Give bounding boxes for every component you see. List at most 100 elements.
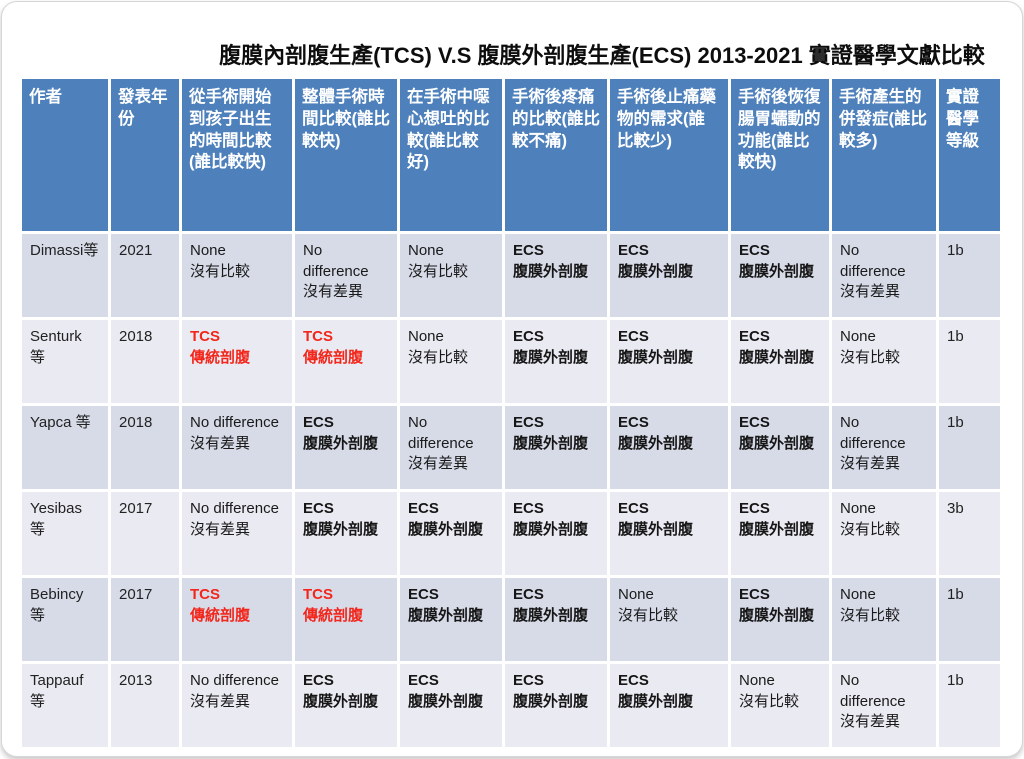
author-cell: Yesibas 等 [22,492,108,575]
result-zh: 腹膜外剖腹 [513,520,589,538]
result-cell: ECS 腹膜外剖腹 [400,664,502,747]
result-cell: ECS 腹膜外剖腹 [295,664,397,747]
result-cell: ECS 腹膜外剖腹 [610,320,728,403]
col-header-analgesic-need: 手術後止痛藥物的需求(誰比較少) [610,79,728,231]
result-zh: 沒有比較 [739,692,800,710]
result-zh: 腹膜外剖腹 [739,606,815,624]
result-cell: No difference 沒有差異 [400,406,502,489]
result-zh: 腹膜外剖腹 [408,606,484,624]
result-zh: 沒有差異 [840,713,901,731]
result-cell: None 沒有比較 [832,492,936,575]
year-cell: 2018 [111,406,179,489]
result-cell: ECS 腹膜外剖腹 [731,492,829,575]
evidence-grade-cell: 3b [939,492,1000,575]
result-cell: TCS 傳統剖腹 [295,578,397,661]
result-en: No difference [840,242,906,280]
result-cell: None 沒有比較 [832,578,936,661]
col-header-year: 發表年份 [111,79,179,231]
result-en: ECS [618,500,649,517]
author-cell: Tappauf 等 [22,664,108,747]
result-en: None [190,242,226,259]
evidence-grade-cell: 1b [939,664,1000,747]
result-en: ECS [513,500,544,517]
result-zh: 腹膜外剖腹 [618,262,694,280]
col-header-evidence-level: 實證醫學等級 [939,79,1000,231]
result-en: ECS [513,242,544,259]
result-en: ECS [513,328,544,345]
year-cell: 2013 [111,664,179,747]
result-cell: ECS 腹膜外剖腹 [505,664,607,747]
result-en: ECS [739,500,770,517]
result-en: No difference [303,242,369,280]
result-en: ECS [303,414,334,431]
result-cell: None 沒有比較 [182,234,292,317]
result-zh: 腹膜外剖腹 [513,348,589,366]
result-en: No difference [408,414,474,452]
result-cell: ECS 腹膜外剖腹 [400,492,502,575]
result-zh: 沒有差異 [303,283,364,301]
result-en: ECS [618,328,649,345]
result-en: None [408,328,444,345]
result-en: ECS [513,672,544,689]
result-en: None [840,500,876,517]
result-cell: ECS 腹膜外剖腹 [610,234,728,317]
result-zh: 沒有比較 [408,348,469,366]
col-header-author: 作者 [22,79,108,231]
result-zh: 沒有比較 [190,262,251,280]
result-cell: ECS 腹膜外剖腹 [400,578,502,661]
author-cell: Bebincy 等 [22,578,108,661]
result-en: ECS [408,586,439,603]
result-cell: ECS 腹膜外剖腹 [731,578,829,661]
year-cell: 2017 [111,492,179,575]
table-row-yesibas: Yesibas 等 2017 No difference 沒有差異 ECS 腹膜外剖… [22,492,1000,575]
result-zh: 腹膜外剖腹 [513,606,589,624]
result-en: No difference [840,672,906,710]
result-cell: ECS 腹膜外剖腹 [505,234,607,317]
result-zh: 腹膜外剖腹 [303,520,379,538]
result-cell: ECS 腹膜外剖腹 [610,406,728,489]
result-zh: 腹膜外剖腹 [739,520,815,538]
result-cell: ECS 腹膜外剖腹 [295,406,397,489]
result-cell: No difference 沒有差異 [182,492,292,575]
result-zh: 腹膜外剖腹 [618,520,694,538]
year-cell: 2017 [111,578,179,661]
result-en: ECS [739,242,770,259]
result-en: ECS [739,328,770,345]
result-cell: None 沒有比較 [400,320,502,403]
result-en: ECS [303,672,334,689]
result-cell: ECS 腹膜外剖腹 [505,492,607,575]
result-zh: 腹膜外剖腹 [408,520,484,538]
result-en: No difference [190,500,279,517]
result-cell: No difference 沒有差異 [832,406,936,489]
result-en: ECS [513,586,544,603]
author-cell: Senturk 等 [22,320,108,403]
result-cell: ECS 腹膜外剖腹 [610,664,728,747]
result-cell: ECS 腹膜外剖腹 [505,406,607,489]
result-zh: 沒有比較 [618,606,679,624]
result-en: No difference [840,414,906,452]
result-zh: 沒有差異 [840,283,901,301]
result-en: ECS [408,672,439,689]
result-zh: 沒有比較 [840,348,901,366]
table-row-yapca: Yapca 等 2018 No difference 沒有差異 ECS 腹膜外剖腹 … [22,406,1000,489]
result-en: TCS [190,586,220,603]
result-cell: No difference 沒有差異 [832,664,936,747]
result-en: None [618,586,654,603]
result-cell: None 沒有比較 [832,320,936,403]
result-cell: No difference 沒有差異 [295,234,397,317]
result-zh: 傳統剖腹 [190,348,251,366]
result-en: No difference [190,672,279,689]
result-zh: 沒有差異 [840,455,901,473]
result-cell: ECS 腹膜外剖腹 [505,320,607,403]
result-zh: 腹膜外剖腹 [513,262,589,280]
result-zh: 腹膜外剖腹 [513,434,589,452]
result-cell: ECS 腹膜外剖腹 [505,578,607,661]
result-cell: No difference 沒有差異 [182,664,292,747]
table-row-tappauf: Tappauf 等 2013 No difference 沒有差異 ECS 腹膜外剖… [22,664,1000,747]
table-header-row: 作者 發表年份 從手術開始到孩子出生的時間比較(誰比較快) 整體手術時間比較(誰… [22,79,1000,231]
result-cell: No difference 沒有差異 [832,234,936,317]
table-row-senturk: Senturk 等 2018 TCS 傳統剖腹 TCS 傳統剖腹 None 沒有比較 … [22,320,1000,403]
author-cell: Dimassi等 [22,234,108,317]
result-cell: TCS 傳統剖腹 [182,578,292,661]
result-cell: No difference 沒有差異 [182,406,292,489]
